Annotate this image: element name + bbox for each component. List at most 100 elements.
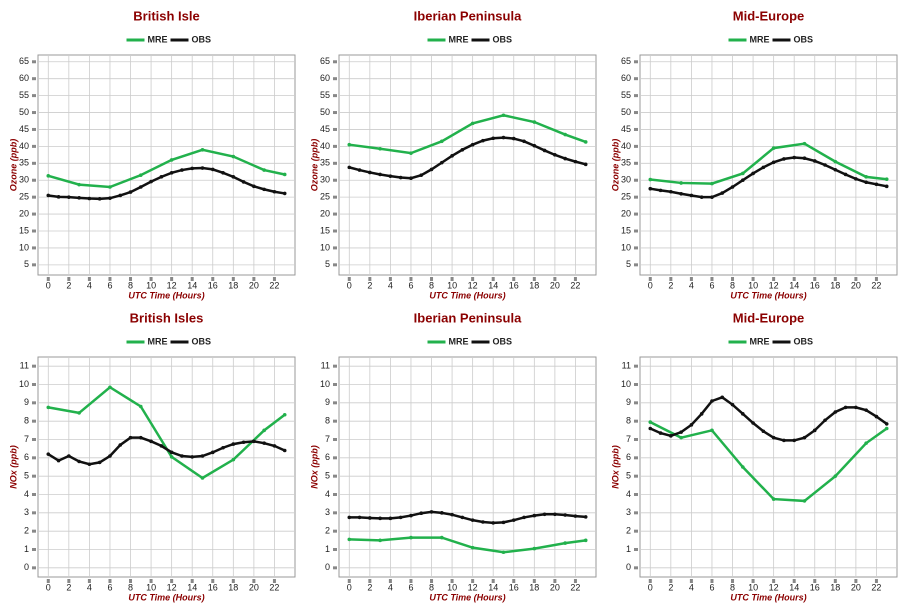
x-tick-label: 8 — [128, 582, 133, 592]
x-tick-label: 16 — [810, 280, 820, 290]
point — [440, 160, 444, 165]
point — [854, 405, 858, 410]
x-tick — [854, 277, 858, 281]
x-tick — [833, 277, 837, 281]
x-tick — [491, 579, 495, 583]
y-tick — [32, 566, 36, 570]
y-tick-label: 7 — [325, 434, 330, 444]
y-tick — [32, 195, 36, 199]
x-tick — [471, 277, 475, 281]
y-tick-label: 6 — [325, 452, 330, 462]
y-tick — [32, 246, 36, 250]
x-tick — [689, 579, 693, 583]
point — [252, 184, 256, 189]
x-tick-label: 20 — [851, 582, 861, 592]
y-tick-label: 10 — [19, 242, 29, 252]
point — [679, 430, 683, 434]
point — [833, 410, 838, 414]
point — [802, 141, 807, 146]
y-axis-label: NOx (ppb) — [309, 445, 319, 489]
y-tick — [333, 178, 337, 182]
y-tick-label: 65 — [621, 56, 631, 66]
point — [272, 444, 277, 448]
point — [118, 193, 123, 198]
y-tick — [32, 364, 36, 368]
x-tick — [648, 579, 652, 583]
point — [180, 168, 184, 172]
x-tick-label: 16 — [810, 582, 820, 592]
plot-area — [338, 356, 597, 578]
x-tick — [46, 277, 50, 281]
point — [679, 191, 683, 196]
y-tick — [634, 212, 638, 216]
y-tick-label: 4 — [24, 489, 29, 499]
x-tick-label: 10 — [146, 582, 156, 592]
point — [388, 174, 393, 178]
point — [710, 195, 714, 199]
point — [730, 185, 735, 189]
y-tick-label: 5 — [626, 259, 631, 269]
y-tick-label: 15 — [19, 225, 29, 235]
point — [751, 421, 755, 425]
point — [470, 121, 475, 126]
point — [679, 181, 683, 185]
point — [460, 147, 465, 152]
x-axis-label: UTC Time (Hours) — [429, 592, 505, 602]
y-tick — [634, 456, 638, 460]
point — [658, 188, 663, 193]
y-tick — [634, 401, 638, 405]
legend-label: OBS — [794, 336, 814, 346]
point — [542, 512, 547, 517]
x-tick-label: 14 — [187, 280, 197, 290]
point — [262, 428, 266, 433]
x-tick-label: 12 — [167, 582, 177, 592]
y-tick — [333, 144, 337, 148]
x-tick-label: 10 — [748, 582, 758, 592]
y-tick — [634, 438, 638, 441]
x-tick — [854, 579, 858, 583]
y-tick — [634, 493, 638, 496]
point — [419, 173, 424, 177]
point — [347, 515, 352, 520]
x-tick-label: 2 — [668, 280, 673, 290]
x-tick-label: 8 — [429, 582, 434, 592]
point — [460, 515, 465, 520]
y-tick — [333, 127, 337, 131]
point — [771, 146, 776, 150]
point — [874, 414, 879, 419]
x-tick — [272, 579, 276, 583]
point — [200, 476, 205, 480]
x-tick-label: 8 — [128, 280, 133, 290]
x-tick — [751, 579, 755, 583]
point — [282, 448, 287, 453]
y-tick-label: 65 — [320, 56, 330, 66]
point — [368, 516, 372, 520]
point — [583, 538, 588, 543]
point — [522, 515, 526, 520]
x-tick-label: 14 — [789, 280, 799, 290]
x-tick — [149, 277, 153, 281]
legend-label: OBS — [493, 34, 513, 44]
point — [501, 135, 506, 140]
legend-label: OBS — [192, 336, 212, 346]
legend-label: MRE — [449, 34, 469, 44]
x-tick-label: 14 — [488, 280, 498, 290]
chart-title: Mid-Europe — [733, 310, 805, 325]
point — [169, 450, 174, 455]
legend-label: MRE — [148, 34, 168, 44]
point — [532, 513, 537, 518]
y-tick — [32, 456, 36, 460]
plot-area — [639, 356, 898, 578]
y-tick-label: 1 — [325, 544, 330, 554]
y-tick — [32, 474, 36, 478]
x-tick — [731, 277, 735, 281]
y-tick-label: 35 — [19, 158, 29, 168]
y-tick-label: 50 — [621, 107, 631, 117]
y-tick-label: 65 — [19, 56, 29, 66]
y-tick — [333, 493, 337, 496]
point — [159, 444, 164, 448]
x-tick — [772, 579, 776, 583]
x-tick-label: 0 — [347, 582, 352, 592]
x-tick — [368, 277, 372, 281]
x-tick-label: 16 — [509, 582, 519, 592]
